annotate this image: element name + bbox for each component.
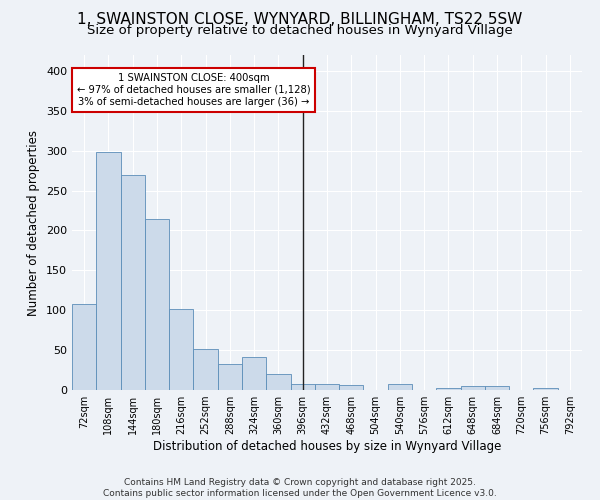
Text: Size of property relative to detached houses in Wynyard Village: Size of property relative to detached ho… bbox=[87, 24, 513, 37]
Bar bbox=[266, 374, 290, 390]
Bar bbox=[339, 385, 364, 390]
Bar bbox=[461, 386, 485, 390]
Bar bbox=[72, 304, 96, 390]
Bar bbox=[96, 152, 121, 390]
Bar bbox=[533, 388, 558, 390]
Bar bbox=[145, 220, 169, 390]
Bar bbox=[388, 384, 412, 390]
Bar bbox=[193, 350, 218, 390]
Bar bbox=[485, 386, 509, 390]
Bar bbox=[242, 358, 266, 390]
Bar bbox=[290, 384, 315, 390]
Bar bbox=[315, 384, 339, 390]
Bar bbox=[218, 364, 242, 390]
Text: 1 SWAINSTON CLOSE: 400sqm
← 97% of detached houses are smaller (1,128)
3% of sem: 1 SWAINSTON CLOSE: 400sqm ← 97% of detac… bbox=[77, 74, 310, 106]
X-axis label: Distribution of detached houses by size in Wynyard Village: Distribution of detached houses by size … bbox=[153, 440, 501, 453]
Text: Contains HM Land Registry data © Crown copyright and database right 2025.
Contai: Contains HM Land Registry data © Crown c… bbox=[103, 478, 497, 498]
Y-axis label: Number of detached properties: Number of detached properties bbox=[28, 130, 40, 316]
Bar bbox=[436, 388, 461, 390]
Bar bbox=[121, 174, 145, 390]
Text: 1, SWAINSTON CLOSE, WYNYARD, BILLINGHAM, TS22 5SW: 1, SWAINSTON CLOSE, WYNYARD, BILLINGHAM,… bbox=[77, 12, 523, 28]
Bar bbox=[169, 310, 193, 390]
